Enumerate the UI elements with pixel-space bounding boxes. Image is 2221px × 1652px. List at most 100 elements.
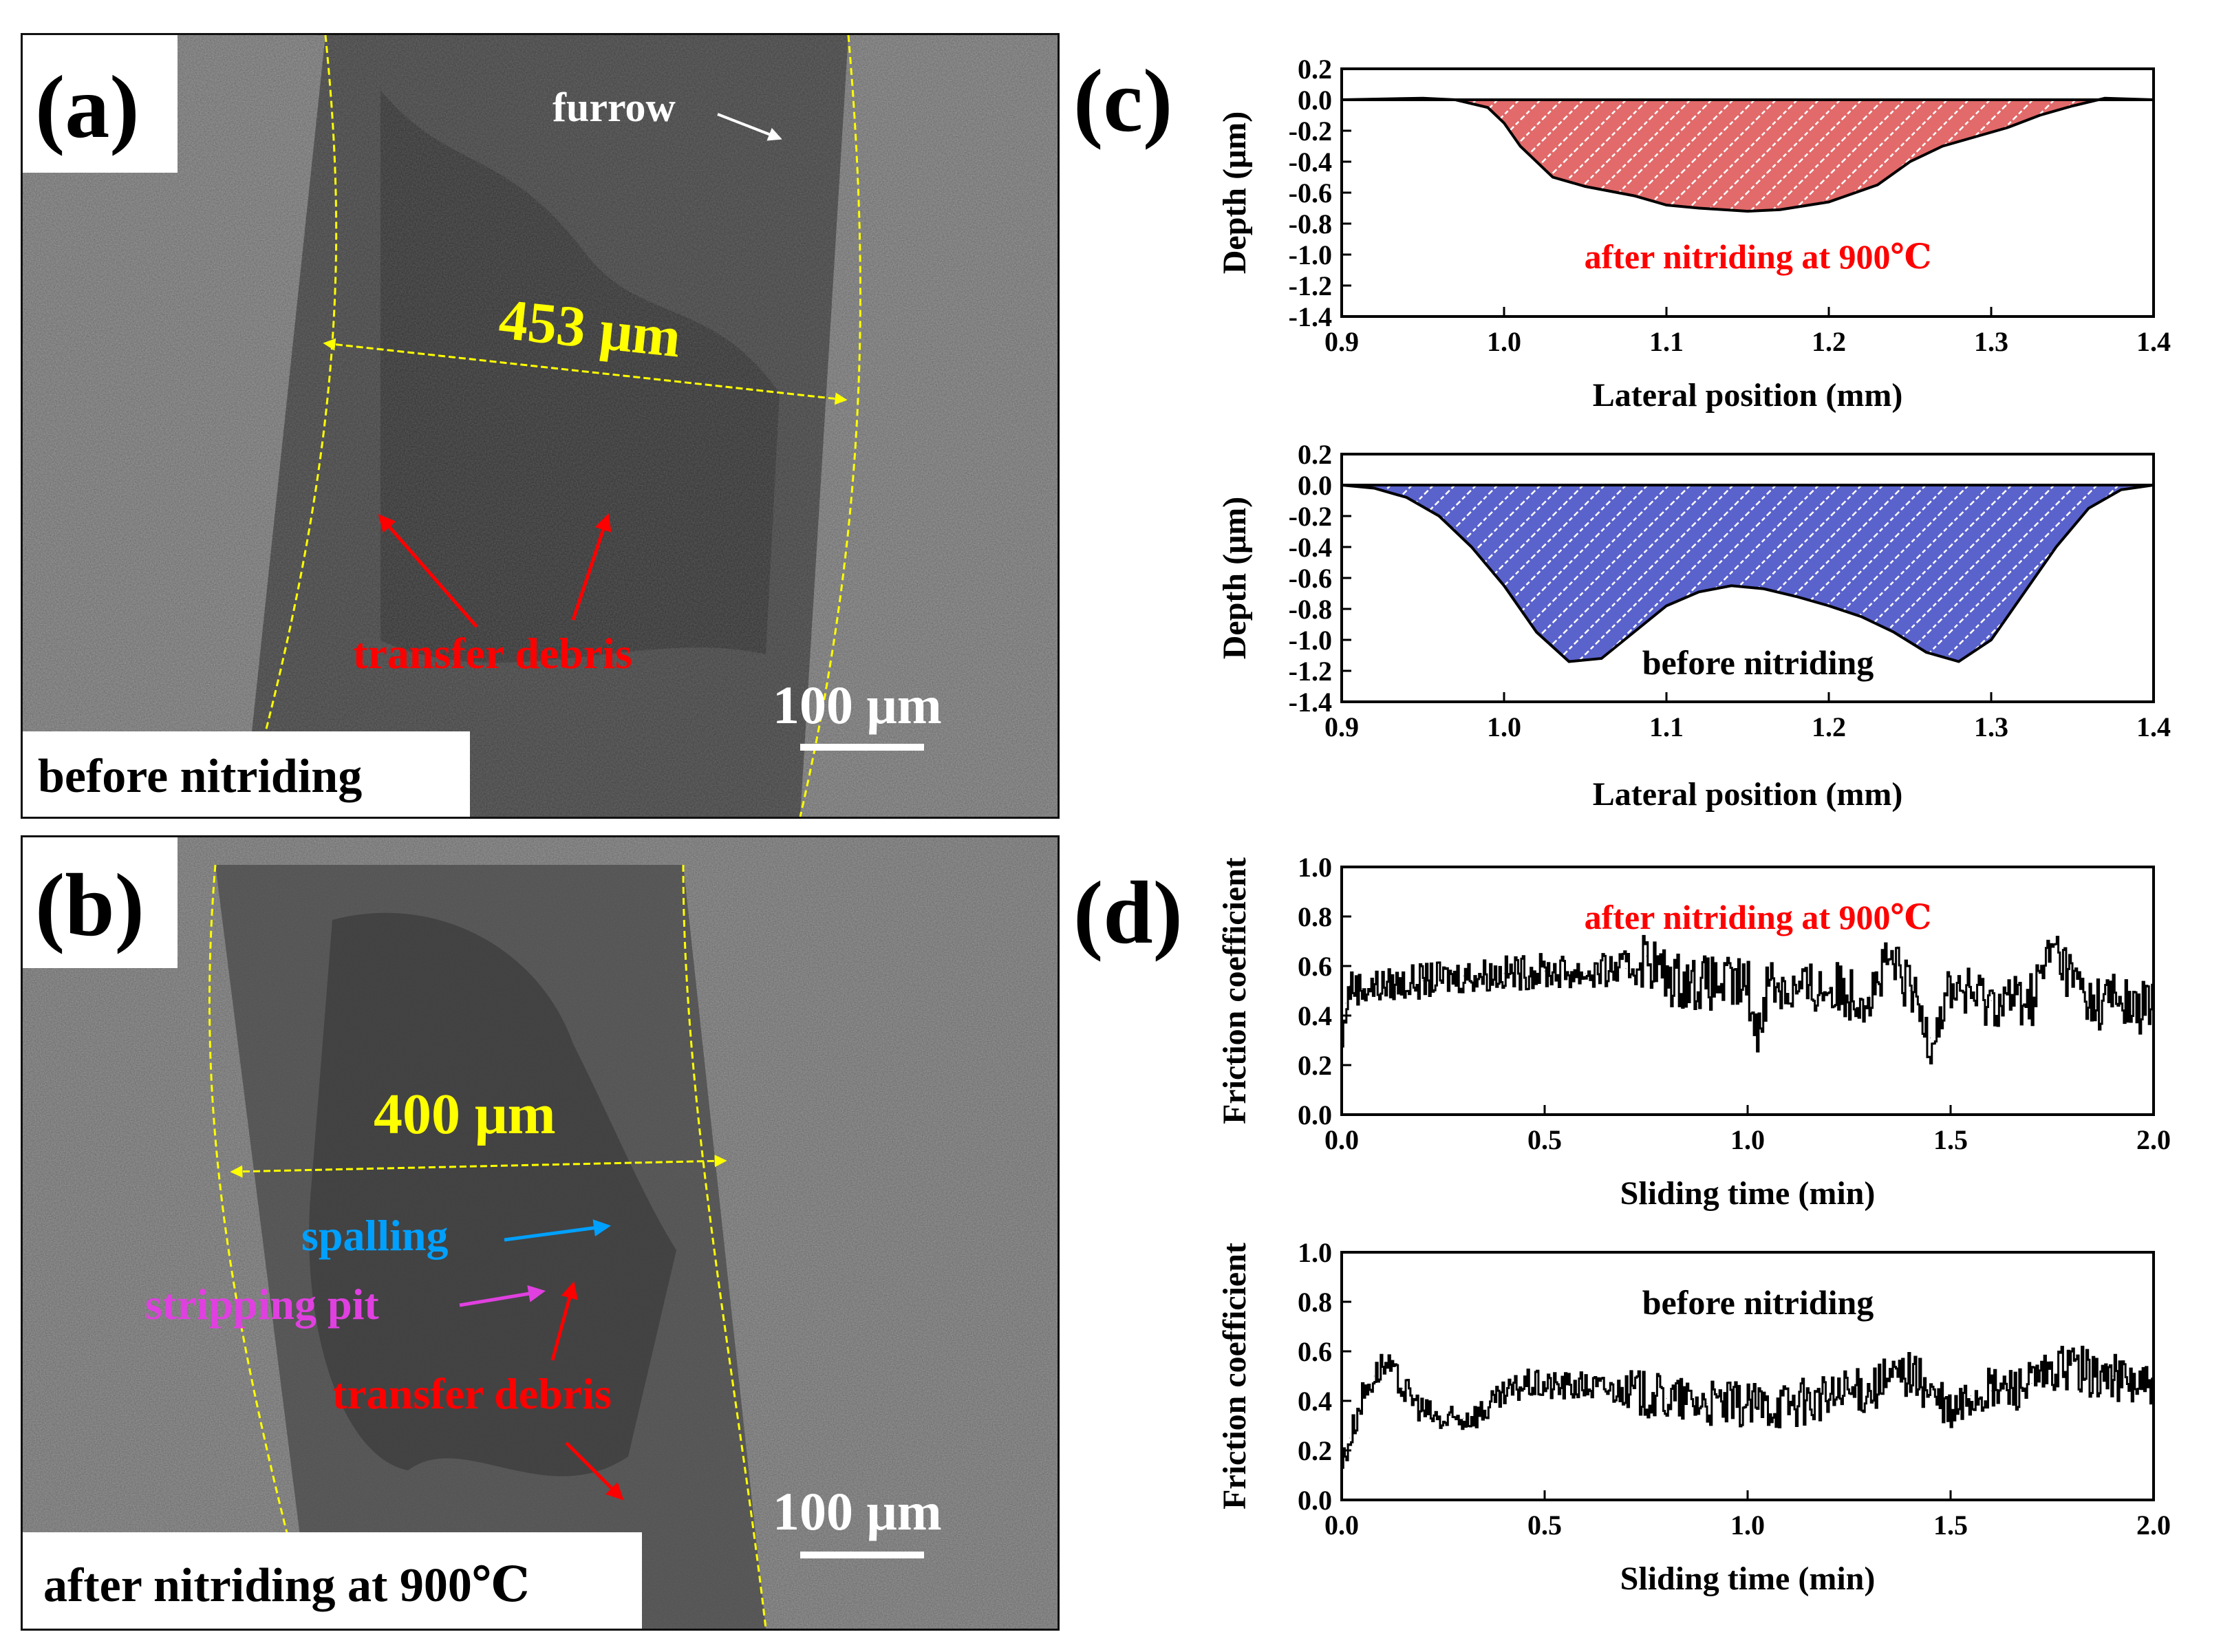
x-tick-label: 0.5	[1527, 1124, 1562, 1155]
y-tick-label: -1.2	[1289, 656, 1332, 687]
x-axis-label: Lateral position (mm)	[1593, 377, 1903, 414]
x-tick-label: 1.0	[1487, 326, 1521, 357]
x-tick-label: 2.0	[2136, 1124, 2171, 1155]
data-point	[1503, 973, 1505, 974]
y-tick-label: 0.0	[1298, 1485, 1332, 1516]
y-tick-label: 0.8	[1298, 901, 1332, 932]
panel-letter: (d)	[1073, 863, 1183, 963]
data-point	[1763, 588, 1765, 590]
y-axis-label: Depth (μm)	[1216, 497, 1253, 660]
data-point	[1373, 488, 1375, 489]
y-tick-label: -0.2	[1289, 116, 1332, 147]
furrow-label: furrow	[552, 85, 676, 130]
data-point	[1991, 1000, 1992, 1001]
panel-caption: before nitriding	[38, 750, 362, 803]
x-tick-label: 0.9	[1324, 326, 1359, 357]
x-tick-label: 1.3	[1974, 711, 2008, 742]
x-tick-label: 1.4	[2136, 711, 2171, 742]
y-tick-label: 0.6	[1298, 951, 1332, 982]
caption-box	[23, 731, 470, 817]
data-point	[1585, 186, 1586, 187]
series-annotation: after nitriding at 900℃	[1585, 898, 1932, 936]
y-tick-label: -0.2	[1289, 501, 1332, 532]
x-axis-label: Sliding time (min)	[1620, 1560, 1876, 1597]
x-tick-label: 0.9	[1324, 711, 1359, 742]
panel-b-micrograph: 400 μm spalling stripping pit transfer d…	[21, 835, 1060, 1631]
data-point	[1926, 652, 1927, 653]
data-point	[2072, 978, 2073, 979]
data-point	[1349, 1437, 1351, 1439]
track-width-label: 400 μm	[374, 1082, 556, 1146]
data-point	[1422, 980, 1424, 982]
y-tick-label: 0.4	[1298, 1000, 1332, 1031]
data-point	[1585, 973, 1586, 974]
wear-track-right-edge	[682, 864, 767, 1629]
x-tick-label: 1.5	[1933, 1124, 1968, 1155]
scale-bar-label: 100 μm	[773, 1481, 942, 1541]
x-tick-label: 1.1	[1649, 711, 1684, 742]
stripping-pit-label: stripping pit	[145, 1280, 379, 1329]
y-tick-label: 1.0	[1298, 852, 1332, 883]
depth-area	[1342, 485, 2154, 662]
data-point	[1706, 983, 1708, 984]
y-axis-label: Friction coefficient	[1216, 1243, 1253, 1510]
data-point	[1958, 661, 1960, 662]
data-point	[1443, 1422, 1444, 1424]
data-point	[1828, 605, 1830, 606]
debris-arrow-2	[571, 513, 612, 621]
y-tick-label: 0.2	[1298, 1435, 1332, 1466]
spalling-label: spalling	[301, 1211, 448, 1260]
stripping-pit-arrow	[459, 1285, 546, 1307]
y-tick-label: -1.4	[1289, 301, 1332, 332]
data-point	[1788, 1403, 1789, 1404]
data-point	[1706, 1403, 1708, 1404]
data-point	[1503, 122, 1505, 124]
data-point	[2039, 115, 2041, 116]
data-point	[1828, 1397, 1830, 1399]
panel-letter-box	[23, 837, 178, 968]
debris-arrow-1	[550, 1281, 578, 1361]
y-axis-label: Depth (μm)	[1216, 111, 1253, 275]
x-tick-label: 1.1	[1649, 326, 1684, 357]
data-point	[1503, 1395, 1505, 1397]
y-tick-label: 0.6	[1298, 1336, 1332, 1367]
scale-bar-label: 100 μm	[773, 675, 942, 735]
y-tick-label: 1.0	[1298, 1237, 1332, 1268]
x-tick-label: 1.3	[1974, 326, 2008, 357]
series-annotation: before nitriding	[1642, 1283, 1874, 1322]
friction-trace	[1342, 934, 2155, 1064]
y-tick-label: 0.2	[1298, 1050, 1332, 1081]
data-point	[2112, 1375, 2114, 1377]
x-axis-label: Sliding time (min)	[1620, 1175, 1876, 1212]
data-point	[1828, 987, 1830, 989]
y-tick-label: 0.2	[1298, 439, 1332, 470]
x-tick-label: 2.0	[2136, 1510, 2171, 1541]
x-tick-label: 0.0	[1324, 1510, 1359, 1541]
wear-track-right-edge	[799, 35, 861, 817]
data-point	[1601, 658, 1602, 659]
y-tick-label: -0.4	[1289, 532, 1332, 563]
y-tick-label: -1.0	[1289, 239, 1332, 270]
x-tick-label: 1.2	[1812, 711, 1846, 742]
y-tick-label: 0.0	[1298, 85, 1332, 116]
data-point	[1382, 985, 1383, 987]
panel-caption: after nitriding at 900℃	[43, 1559, 530, 1612]
data-point	[1463, 1417, 1464, 1419]
data-point	[1402, 1388, 1403, 1389]
data-point	[1552, 177, 1554, 178]
x-tick-label: 1.0	[1730, 1510, 1765, 1541]
x-tick-label: 1.5	[1933, 1510, 1968, 1541]
data-point	[1633, 195, 1635, 196]
data-point	[1483, 1410, 1484, 1411]
data-point	[1666, 204, 1667, 206]
panel-c-letter: (c)	[1073, 52, 1172, 151]
debris-arrow-2	[565, 1441, 624, 1501]
friction-trace	[1342, 1345, 2155, 1469]
y-tick-label: -1.0	[1289, 625, 1332, 656]
transfer-debris-label: transfer debris	[332, 1369, 612, 1418]
y-tick-label: -0.8	[1289, 208, 1332, 239]
panel-letter: (a)	[35, 58, 140, 157]
depth-profile-chart-before-nitriding: 0.20.0-0.2-0.4-0.6-0.8-1.0-1.2-1.40.9 1.0…	[1216, 439, 2171, 813]
width-dimension-line	[323, 338, 848, 405]
depth-profile-line	[1341, 484, 2154, 663]
